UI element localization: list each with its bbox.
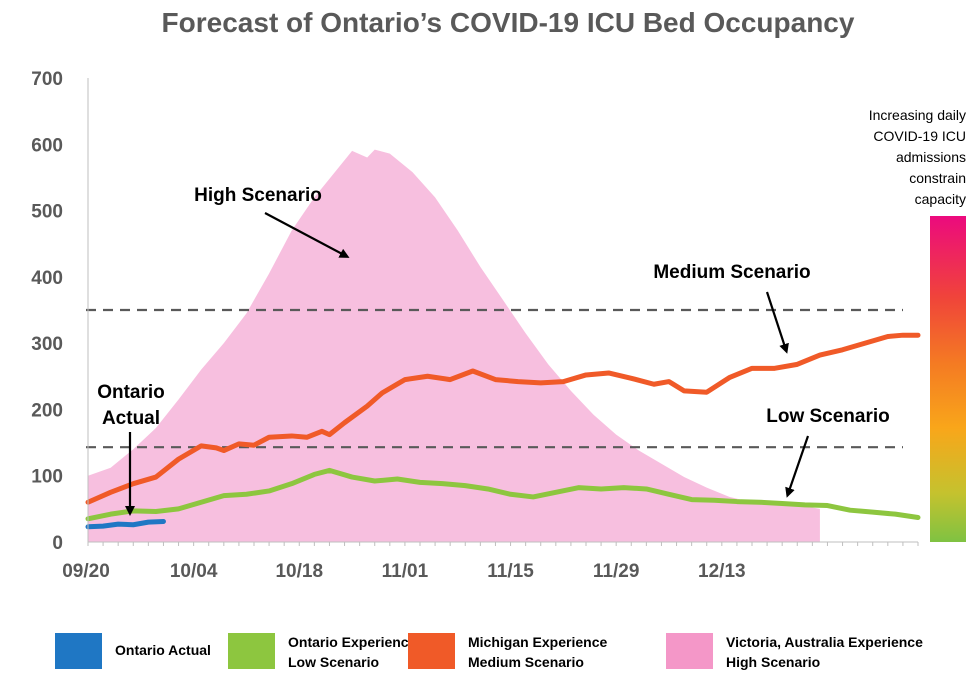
legend-label: Ontario Experience bbox=[288, 634, 417, 650]
legend-label: Michigan Experience bbox=[468, 634, 607, 650]
annotation-ontario-actual-line2: Actual bbox=[102, 408, 160, 429]
annotation-low-scenario: Low Scenario bbox=[766, 406, 890, 427]
arrow-medium-scenario bbox=[765, 291, 789, 354]
capacity-gradient-label: Increasing daily COVID-19 ICU admissions co… bbox=[869, 107, 966, 207]
x-axis-ticks: 09/20 10/04 10/18 11/01 11/15 11/29 12/13 bbox=[62, 542, 919, 582]
legend-swatch bbox=[666, 633, 713, 669]
y-axis-ticks: 0 100 200 300 400 500 600 700 bbox=[31, 69, 63, 554]
capacity-label-line: COVID-19 ICU bbox=[873, 128, 966, 144]
capacity-label-line: constrain bbox=[909, 170, 966, 186]
capacity-label-line: capacity bbox=[915, 191, 966, 207]
annotation-medium-scenario: Medium Scenario bbox=[653, 262, 810, 283]
capacity-gradient-bar bbox=[930, 216, 966, 542]
y-tick-label: 0 bbox=[52, 533, 63, 554]
legend-high-scenario: Victoria, Australia Experience High Scena… bbox=[666, 633, 923, 670]
legend-label: Victoria, Australia Experience bbox=[726, 634, 923, 650]
x-tick-label: 11/29 bbox=[593, 561, 640, 582]
y-tick-label: 700 bbox=[31, 69, 63, 90]
legend-swatch bbox=[228, 633, 275, 669]
plot-area bbox=[85, 149, 921, 543]
legend-medium-scenario: Michigan Experience Medium Scenario bbox=[408, 633, 607, 670]
arrow-low-scenario bbox=[785, 435, 810, 498]
x-tick-label: 10/04 bbox=[170, 561, 218, 582]
capacity-gradient: Increasing daily COVID-19 ICU admissions co… bbox=[869, 107, 966, 542]
capacity-label-line: Increasing daily bbox=[869, 107, 966, 123]
y-tick-label: 600 bbox=[31, 135, 63, 156]
legend-swatch bbox=[408, 633, 455, 669]
y-tick-label: 500 bbox=[31, 202, 63, 223]
series-area-high-scenario bbox=[88, 149, 820, 543]
chart-title: Forecast of Ontario’s COVID-19 ICU Bed O… bbox=[162, 7, 855, 38]
y-tick-label: 100 bbox=[31, 467, 63, 488]
x-tick-label: 12/13 bbox=[698, 561, 746, 582]
annotation-high-scenario: High Scenario bbox=[194, 185, 322, 206]
y-tick-label: 200 bbox=[31, 400, 63, 421]
x-tick-label: 11/15 bbox=[487, 561, 534, 582]
series-line-ontario-actual bbox=[85, 518, 166, 530]
series-line-medium-scenario bbox=[85, 332, 921, 505]
annotations: High Scenario Medium Scenario Low Scenar… bbox=[97, 185, 890, 516]
x-tick-label: 10/18 bbox=[275, 561, 323, 582]
legend-label: High Scenario bbox=[726, 654, 820, 670]
arrow-high-scenario bbox=[264, 212, 350, 258]
legend: Ontario Actual Ontario Experience Low Scen… bbox=[55, 633, 923, 670]
annotation-ontario-actual: Ontario bbox=[97, 382, 165, 403]
capacity-label-line: admissions bbox=[896, 149, 966, 165]
y-tick-label: 300 bbox=[31, 334, 63, 355]
x-tick-label: 09/20 bbox=[62, 561, 110, 582]
legend-swatch bbox=[55, 633, 102, 669]
x-tick-label: 11/01 bbox=[382, 561, 429, 582]
legend-low-scenario: Ontario Experience Low Scenario bbox=[228, 633, 417, 670]
y-tick-label: 400 bbox=[31, 268, 63, 289]
legend-label: Low Scenario bbox=[288, 654, 379, 670]
legend-label: Medium Scenario bbox=[468, 654, 584, 670]
legend-ontario-actual: Ontario Actual bbox=[55, 633, 211, 669]
series-line-low-scenario bbox=[85, 467, 921, 522]
legend-label: Ontario Actual bbox=[115, 642, 211, 658]
